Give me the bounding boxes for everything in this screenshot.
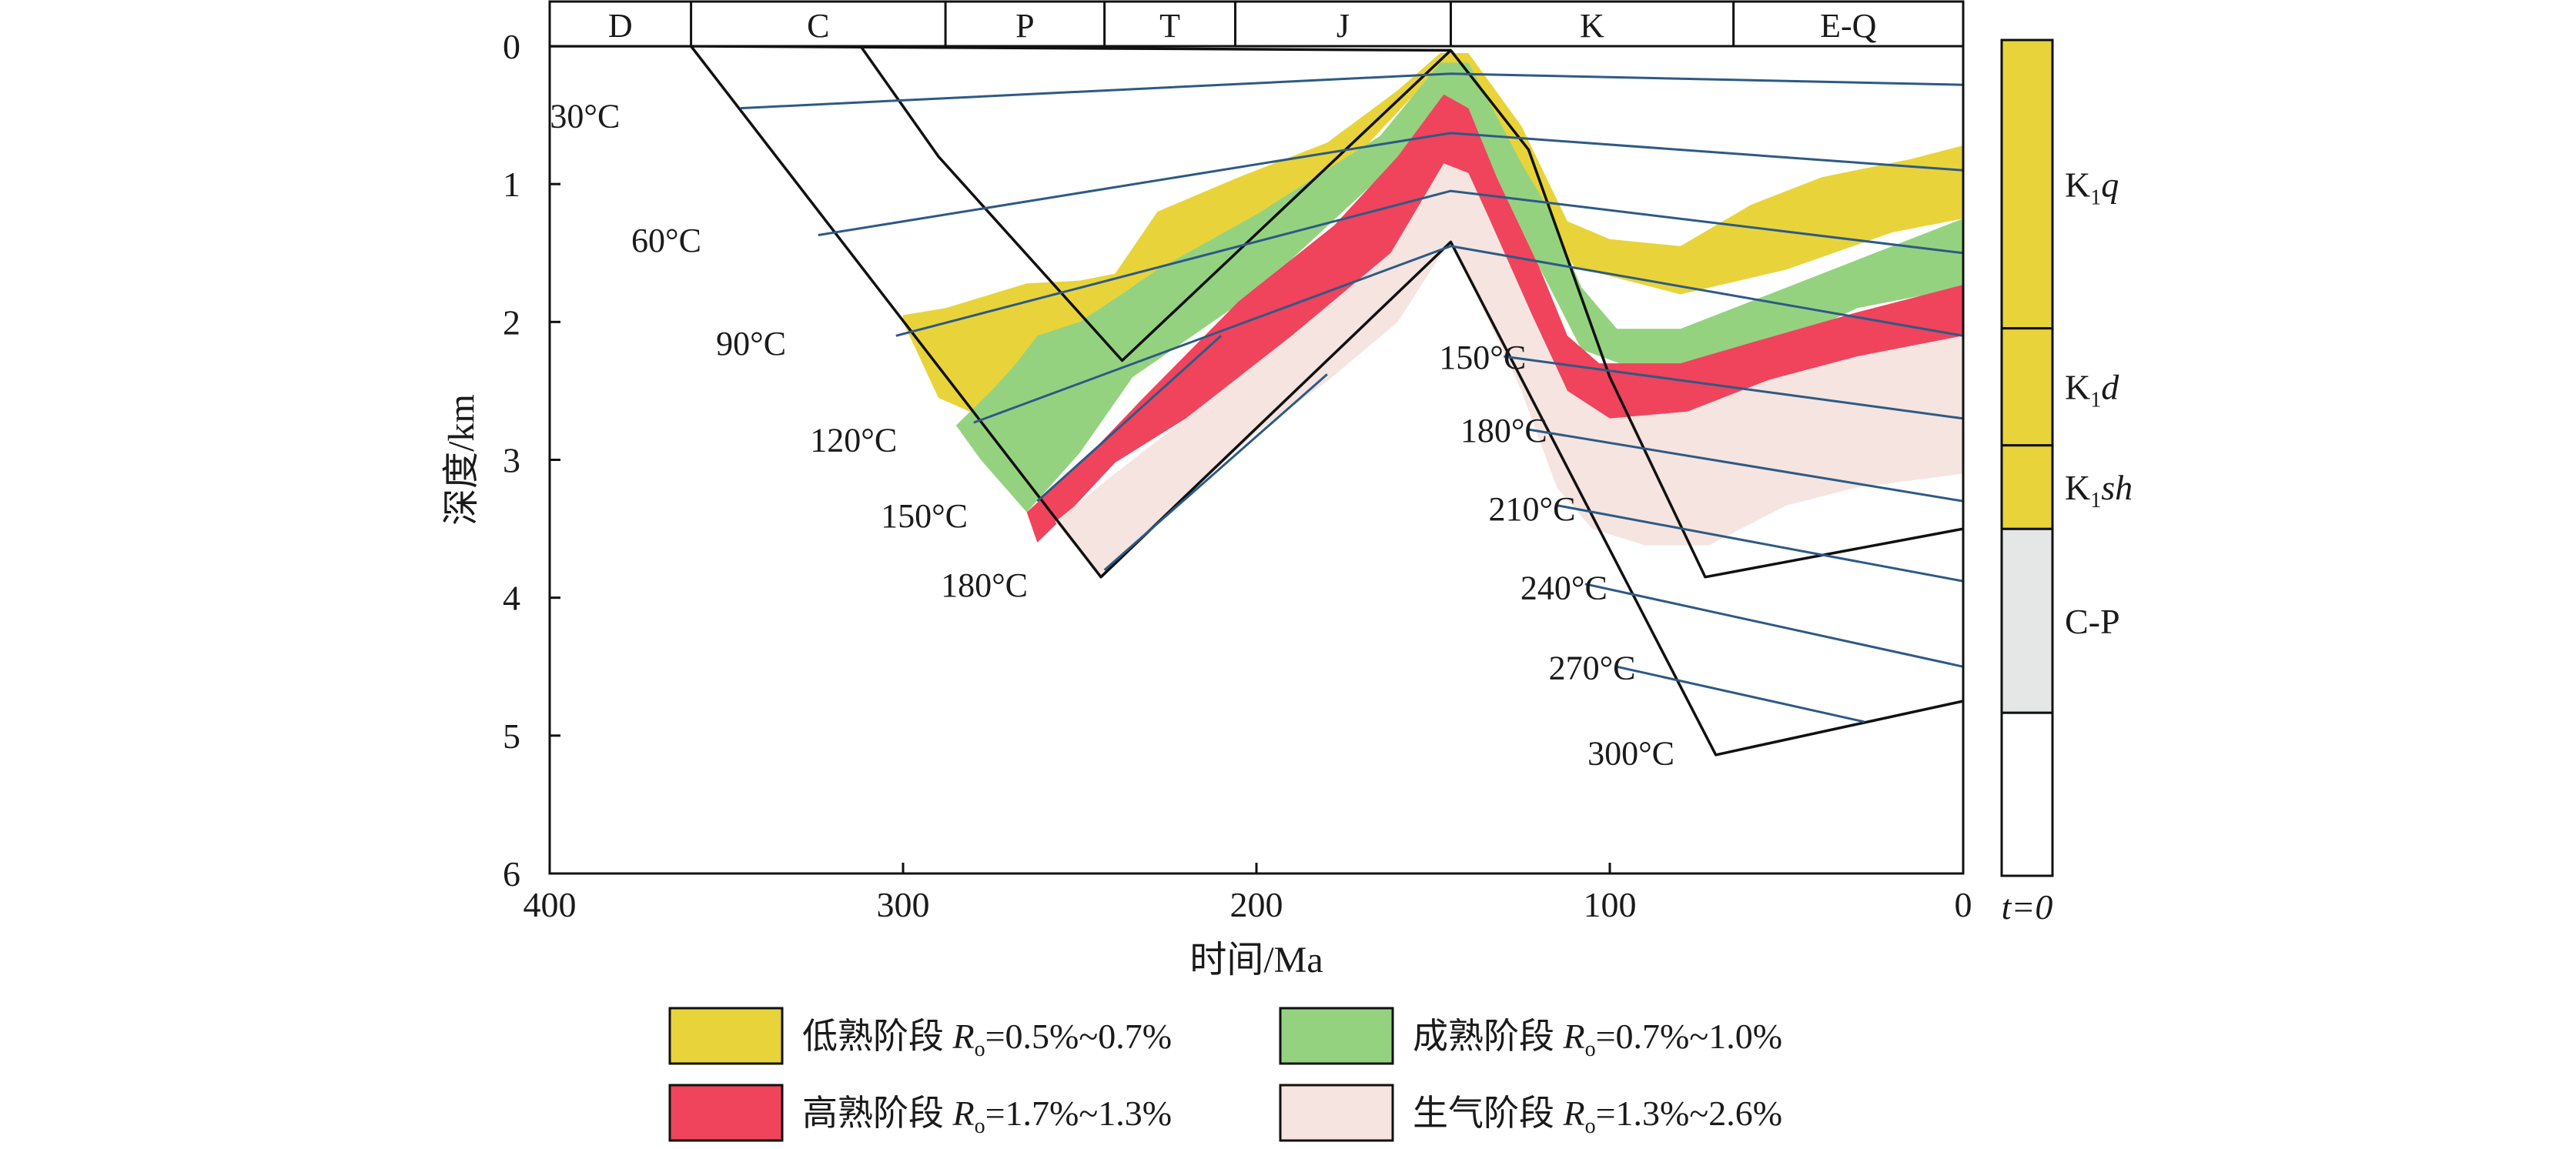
isotherm-line-10: [1584, 583, 1964, 668]
legend-swatch-2: [1279, 1007, 1394, 1065]
legend-swatch-1: [668, 1007, 784, 1065]
strat-unit-4: [2000, 527, 2054, 714]
isotherm-label-5: 150°C: [881, 497, 968, 535]
x-tick-label-200: 200: [1230, 885, 1283, 924]
isotherm-line-6: [1103, 373, 1328, 571]
period-label-D: D: [608, 7, 633, 45]
isotherm-label-4: 120°C: [810, 422, 897, 459]
period-bar: [548, 0, 1965, 48]
burial-curve-3: [859, 45, 1964, 579]
legend-label-1: 低熟阶段 Ro=0.5%~0.7%: [802, 1017, 1172, 1061]
strat-unit-2: [2000, 327, 2054, 447]
legend-swatch-4: [1279, 1084, 1394, 1142]
strat-label-2: K1d: [2065, 368, 2119, 413]
legend: 低熟阶段 Ro=0.5%~0.7% 成熟阶段 Ro=0.7%~1.0% 高熟阶段 R…: [668, 1007, 1782, 1142]
strat-unit-1: [2000, 38, 2054, 330]
isotherm-label-11: 270°C: [1549, 649, 1636, 686]
period-label-C: C: [807, 7, 829, 45]
period-label-E-Q: E-Q: [1820, 7, 1877, 45]
isotherm-labels: 30°C 60°C 90°C 120°C 150°C 180°C 150°C 180°C 210…: [550, 98, 1674, 773]
isotherm-line-2: [818, 132, 1964, 236]
y-tick-label-0: 0: [503, 27, 520, 66]
x-tick-label-100: 100: [1584, 885, 1637, 924]
strat-label-3: K1sh: [2065, 468, 2133, 513]
isotherm-line-3: [895, 189, 1964, 337]
isotherm-label-12: 300°C: [1587, 734, 1674, 772]
period-label-J: J: [1337, 7, 1350, 45]
isotherm-label-3: 90°C: [716, 325, 786, 362]
x-tick-label-400: 400: [524, 885, 577, 924]
x-axis-title: 时间/Ma: [1189, 940, 1323, 980]
isotherm-line-4: [973, 245, 1964, 424]
y-tick-label-6: 6: [503, 854, 520, 893]
maturity-zone-3: [1026, 94, 1963, 543]
y-tick-label-1: 1: [503, 165, 520, 204]
x-tick-label-300: 300: [877, 885, 930, 924]
isotherm-label-9: 210°C: [1489, 490, 1576, 528]
y-tick-label-2: 2: [503, 302, 520, 342]
isotherm-line-5: [1036, 335, 1223, 503]
isotherm-lines: [740, 72, 1964, 723]
isotherm-line-1: [740, 72, 1964, 110]
legend-label-4: 生气阶段 Ro=1.3%~2.6%: [1413, 1094, 1782, 1138]
isotherm-label-8: 180°C: [1460, 412, 1547, 449]
stratigraphic-column: K1q K1d K1sh C-P t=0: [2000, 38, 2133, 927]
maturity-zones: [903, 53, 1963, 577]
x-tick-label-0: 0: [1955, 885, 1972, 924]
isotherm-label-7: 150°C: [1439, 339, 1526, 376]
strat-unit-3: [2000, 444, 2054, 530]
isotherm-line-8: [1528, 428, 1964, 503]
strat-label-1: K1q: [2065, 165, 2119, 209]
period-label-K: K: [1580, 7, 1604, 45]
y-tick-label-3: 3: [503, 441, 520, 480]
isotherm-line-7: [1504, 355, 1964, 420]
legend-label-3: 高熟阶段 Ro=1.7%~1.3%: [802, 1094, 1172, 1138]
strat-label-4: C-P: [2065, 602, 2120, 641]
isotherm-line-9: [1556, 504, 1964, 583]
legend-label-2: 成熟阶段 Ro=0.7%~1.0%: [1413, 1017, 1782, 1061]
isotherm-label-2: 60°C: [631, 222, 701, 259]
y-tick-label-5: 5: [503, 716, 520, 756]
y-tick-label-4: 4: [503, 579, 520, 618]
geologic-period-bar: D C P T J K E-Q: [548, 0, 1965, 48]
legend-swatch-3: [668, 1084, 784, 1142]
maturity-zone-4: [1055, 163, 1963, 577]
y-axis-title: 深度/km: [441, 394, 482, 526]
isotherm-label-1: 30°C: [550, 98, 620, 135]
isotherm-line-11: [1616, 665, 1865, 723]
period-label-P: P: [1015, 7, 1034, 45]
period-label-T: T: [1159, 7, 1180, 45]
maturity-zone-2: [955, 62, 1963, 513]
axes: 400 300 200 100 0 0 1 2 3 4 5 6 时间/Ma 深度/km: [441, 27, 1972, 980]
strat-footer: t=0: [2002, 887, 2053, 927]
strat-unit-5: [2000, 711, 2054, 877]
isotherm-label-6: 180°C: [941, 566, 1028, 604]
isotherm-label-10: 240°C: [1521, 569, 1607, 606]
